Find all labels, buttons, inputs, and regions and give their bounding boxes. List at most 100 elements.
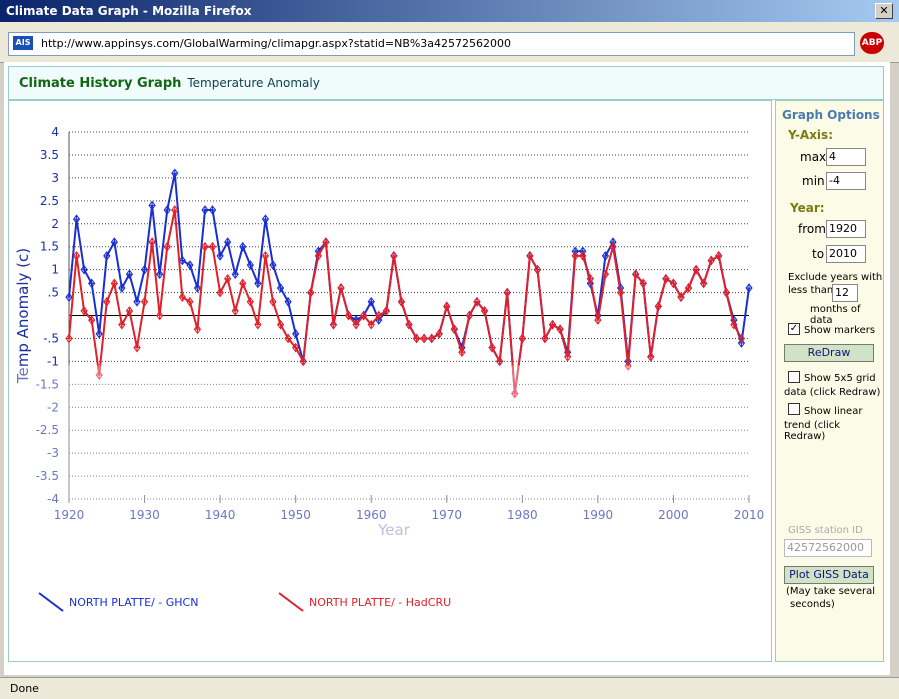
year-heading: Year: <box>790 201 825 215</box>
status-text: Done <box>10 682 39 695</box>
exclude-text: less than <box>788 285 834 296</box>
x-tick-label: 2000 <box>658 508 689 522</box>
marker <box>140 296 149 307</box>
marker <box>367 319 375 330</box>
marker <box>254 319 262 330</box>
marker <box>110 278 118 289</box>
min-input[interactable]: -4 <box>826 172 866 190</box>
marker <box>148 200 156 211</box>
y-tick-label: 1 <box>51 263 59 277</box>
close-button[interactable]: ✕ <box>875 3 893 19</box>
x-tick-label: 1920 <box>54 508 85 522</box>
marker <box>103 296 111 307</box>
marker <box>412 333 421 344</box>
marker <box>284 333 292 344</box>
marker <box>684 283 693 293</box>
site-icon: AIS <box>13 36 33 50</box>
url: http://www.appinsys.com/GlobalWarming/cl… <box>41 37 512 50</box>
grid-label: Show 5x5 grid <box>804 373 876 384</box>
trend-label: trend (click Redraw) <box>784 420 841 442</box>
marker <box>329 319 338 330</box>
marker <box>677 292 685 302</box>
marker <box>80 264 88 275</box>
chart: 43.532.521.51.5-.5-1-1.5-2-2.5-3-3.5-419… <box>9 125 771 612</box>
giss-label: GISS station ID <box>788 525 863 536</box>
marker <box>269 296 277 307</box>
marker <box>216 287 224 298</box>
giss-input[interactable]: 42572562000 <box>784 539 872 557</box>
options-panel: Graph Options Y-Axis: max 4 min -4 Year:… <box>775 100 884 662</box>
marker <box>639 278 647 289</box>
from-label: from <box>798 222 826 236</box>
trend-label: Show linear <box>804 406 863 417</box>
marker <box>261 251 270 261</box>
grid-checkbox[interactable] <box>788 371 800 383</box>
marker <box>95 370 103 380</box>
marker <box>601 251 610 261</box>
marker <box>284 296 292 307</box>
trend-checkbox[interactable] <box>788 403 800 415</box>
marker <box>171 168 179 179</box>
marker <box>458 347 466 358</box>
marker <box>299 356 307 367</box>
marker <box>707 255 715 266</box>
y-axis-heading: Y-Axis: <box>788 128 833 142</box>
marker <box>269 260 277 270</box>
marker <box>118 283 126 293</box>
marker <box>292 329 300 339</box>
y-tick-label: -1.5 <box>36 377 59 391</box>
redraw-button[interactable]: ReDraw <box>784 344 874 362</box>
max-input[interactable]: 4 <box>826 148 866 166</box>
note: seconds) <box>790 599 835 610</box>
marker <box>103 251 111 261</box>
page-title: Climate History Graph <box>19 76 182 91</box>
legend-swatch <box>38 592 64 612</box>
adblock-icon[interactable]: ABP <box>860 32 884 54</box>
note: (May take several <box>786 586 876 597</box>
marker <box>276 283 285 293</box>
marker <box>163 205 171 215</box>
marker <box>526 251 534 261</box>
marker <box>579 251 587 261</box>
marker <box>156 310 164 321</box>
plot-giss-button[interactable]: Plot GISS Data <box>784 566 874 584</box>
marker <box>224 273 232 284</box>
marker <box>95 329 103 339</box>
marker <box>571 251 579 261</box>
y-tick-label: -3.5 <box>36 469 59 483</box>
marker <box>246 260 254 270</box>
marker <box>450 324 458 335</box>
x-tick-label: 1930 <box>129 508 160 522</box>
marker <box>632 269 640 280</box>
marker <box>662 273 670 284</box>
marker <box>375 310 383 321</box>
marker <box>533 264 542 275</box>
marker <box>292 342 300 353</box>
months-input[interactable]: 12 <box>832 284 858 302</box>
marker <box>178 292 186 302</box>
from-input[interactable]: 1920 <box>826 220 866 238</box>
marker <box>624 361 632 371</box>
y-tick-label: -4 <box>47 492 59 506</box>
marker <box>503 287 511 298</box>
marker <box>314 251 322 261</box>
marker <box>261 214 270 224</box>
url-bar[interactable]: AIS http://www.appinsys.com/GlobalWarming… <box>8 32 855 56</box>
marker <box>496 356 504 367</box>
exclude-text: Exclude years with <box>788 272 883 283</box>
window-title: Climate Data Graph - Mozilla Firefox <box>6 4 252 18</box>
y-axis-label: Temp Anomaly (c) <box>14 248 32 384</box>
to-input[interactable]: 2010 <box>826 245 866 263</box>
markers-checkbox[interactable]: ✓ <box>788 323 800 335</box>
page-header: Climate History Graph Temperature Anomaly <box>8 66 884 100</box>
marker <box>254 278 262 289</box>
marker <box>601 269 610 280</box>
y-tick-label: 1.5 <box>40 240 59 254</box>
marker <box>556 324 564 335</box>
marker <box>473 296 481 307</box>
marker <box>178 255 186 266</box>
x-tick-label: 1940 <box>205 508 236 522</box>
marker <box>435 329 443 339</box>
x-tick-label: 1980 <box>507 508 538 522</box>
y-tick-label: 4 <box>51 125 59 139</box>
